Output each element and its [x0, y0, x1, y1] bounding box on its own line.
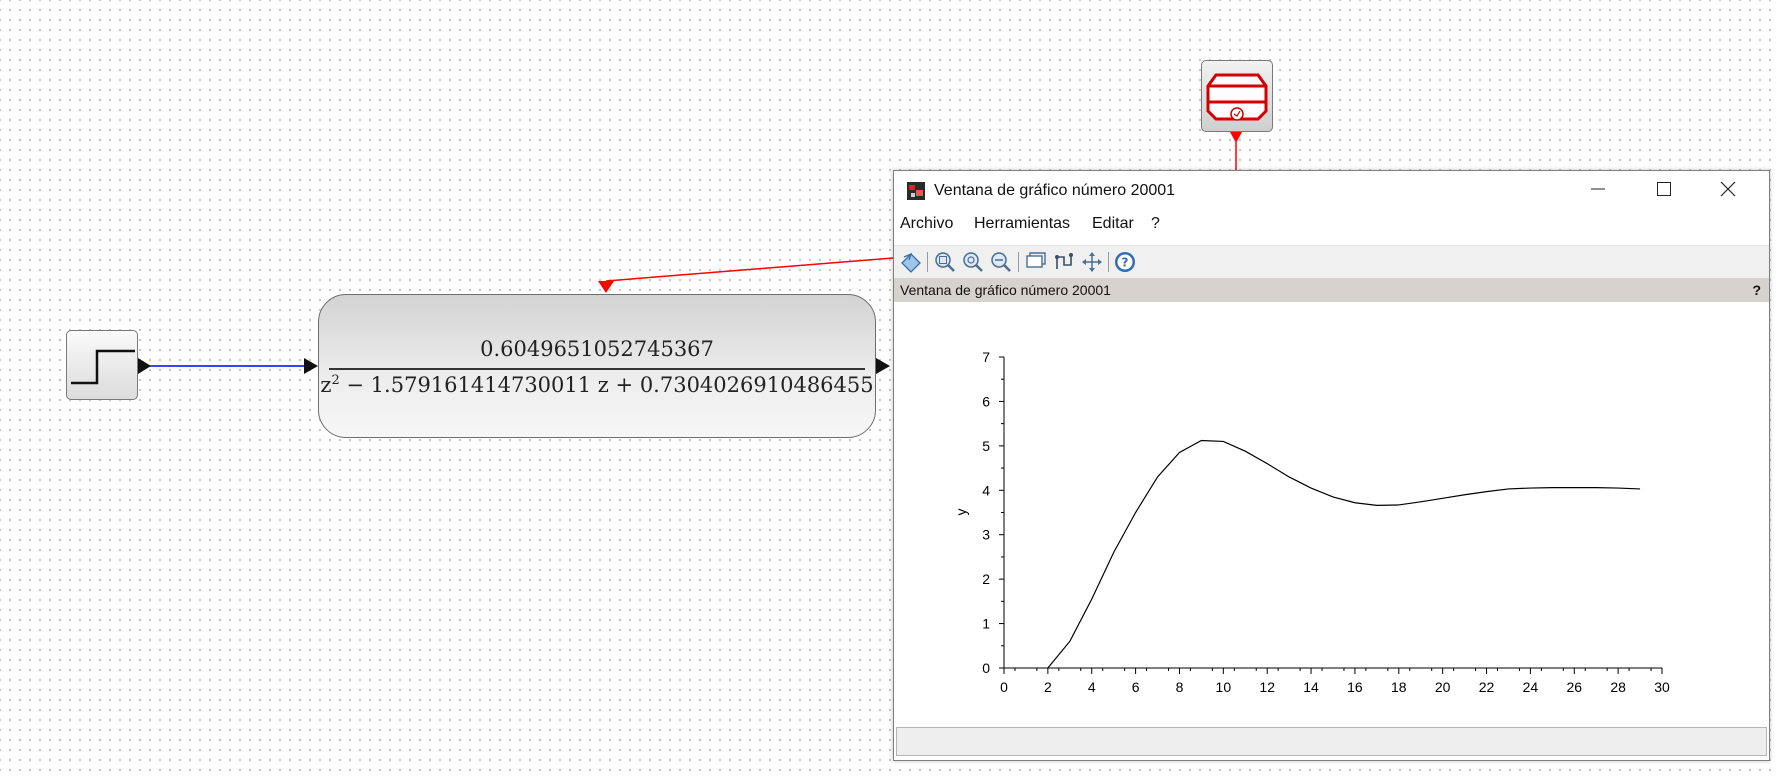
zoom-reset-icon[interactable]: [962, 251, 984, 273]
menu-bar: Archivo Herramientas Editar ?: [894, 215, 1769, 237]
minimize-button[interactable]: [1569, 171, 1627, 207]
y-tick-label: 5: [982, 438, 990, 454]
menu-archivo[interactable]: Archivo: [900, 215, 954, 232]
tf-event-input-port[interactable]: [598, 281, 614, 293]
y-tick-label: 7: [982, 349, 990, 365]
discrete-transfer-function-block[interactable]: 0.6049651052745367 z2 − 1.57916141473001…: [318, 294, 876, 438]
figure-info-bar: Ventana de gráfico número 20001 ?: [894, 278, 1769, 302]
x-tick-label: 26: [1566, 679, 1582, 695]
maximize-button[interactable]: [1635, 171, 1693, 207]
zoom-in-icon[interactable]: [934, 251, 956, 273]
tf-denominator-variable: z: [320, 373, 332, 397]
tf-denominator-exponent: 2: [331, 373, 340, 388]
status-bar: [896, 727, 1767, 756]
x-tick-label: 6: [1132, 679, 1140, 695]
step-output-port[interactable]: [138, 358, 151, 374]
tf-denominator-terms: − 1.579161414730011 z + 0.73040269104864…: [339, 373, 874, 397]
y-tick-label: 6: [982, 393, 990, 409]
graphic-window[interactable]: Ventana de gráfico número 20001 Archivo …: [893, 170, 1770, 761]
toolbar-separator: [1018, 252, 1019, 272]
x-tick-label: 14: [1303, 679, 1319, 695]
minimize-icon: [1591, 188, 1605, 190]
event-link-to-tf[interactable]: [605, 257, 894, 282]
x-tick-label: 12: [1259, 679, 1275, 695]
x-tick-label: 28: [1610, 679, 1626, 695]
rotate-icon[interactable]: [900, 251, 922, 273]
window-title: Ventana de gráfico número 20001: [934, 182, 1176, 199]
series-line: [1047, 439, 1641, 669]
menu-help[interactable]: ?: [1151, 215, 1160, 232]
x-tick-label: 4: [1088, 679, 1096, 695]
y-tick-label: 3: [982, 527, 990, 543]
close-icon: [1720, 181, 1736, 197]
toolbar: ?: [894, 245, 1769, 278]
menu-herramientas[interactable]: Herramientas: [974, 215, 1071, 232]
x-tick-label: 22: [1479, 679, 1495, 695]
scilab-app-icon: [907, 182, 925, 200]
y-axis-label: y: [953, 509, 969, 516]
y-tick-label: 1: [982, 616, 990, 632]
maximize-icon: [1657, 182, 1671, 196]
close-button[interactable]: [1699, 171, 1757, 207]
tf-output-port[interactable]: [876, 358, 890, 374]
toolbar-separator: [1108, 252, 1109, 272]
x-tick-label: 18: [1391, 679, 1407, 695]
x-tick-label: 24: [1523, 679, 1539, 695]
clock-icon: [1206, 73, 1268, 121]
help-icon[interactable]: ?: [1114, 251, 1136, 273]
tf-fraction-bar: [329, 368, 865, 370]
tf-input-port[interactable]: [304, 358, 318, 374]
curve-edit-icon[interactable]: [1053, 251, 1075, 273]
step-function-block[interactable]: [66, 330, 138, 400]
toolbar-separator: [927, 252, 928, 272]
x-tick-label: 20: [1435, 679, 1451, 695]
step-icon: [71, 349, 135, 385]
tf-numerator: 0.6049651052745367: [480, 337, 714, 361]
x-tick-label: 2: [1044, 679, 1052, 695]
plot-area[interactable]: 0 2 4 6 8 10 12 14 16 18 20 22 24 26 28 30 0 1 2 3 4 5 6 7 y: [894, 302, 1769, 720]
pan-icon[interactable]: [1081, 251, 1103, 273]
clock-block[interactable]: [1201, 60, 1273, 132]
figure-info-text: Ventana de gráfico número 20001: [900, 282, 1111, 298]
datatip-icon[interactable]: [1025, 251, 1047, 273]
tf-denominator: z2 − 1.579161414730011 z + 0.73040269104…: [319, 373, 875, 397]
svg-text:?: ?: [1122, 256, 1129, 270]
x-tick-label: 10: [1216, 679, 1232, 695]
y-tick-label: 2: [982, 571, 990, 587]
figure-info-help[interactable]: ?: [1752, 282, 1761, 298]
menu-editar[interactable]: Editar: [1092, 215, 1134, 232]
clock-event-output-port[interactable]: [1230, 132, 1242, 143]
y-tick-label: 0: [982, 660, 990, 676]
x-tick-label: 16: [1347, 679, 1363, 695]
x-tick-label: 30: [1654, 679, 1670, 695]
y-tick-label: 4: [982, 482, 990, 498]
x-tick-label: 0: [1000, 679, 1008, 695]
x-tick-label: 8: [1176, 679, 1184, 695]
window-titlebar[interactable]: Ventana de gráfico número 20001: [894, 171, 1769, 207]
zoom-out-icon[interactable]: [990, 251, 1012, 273]
